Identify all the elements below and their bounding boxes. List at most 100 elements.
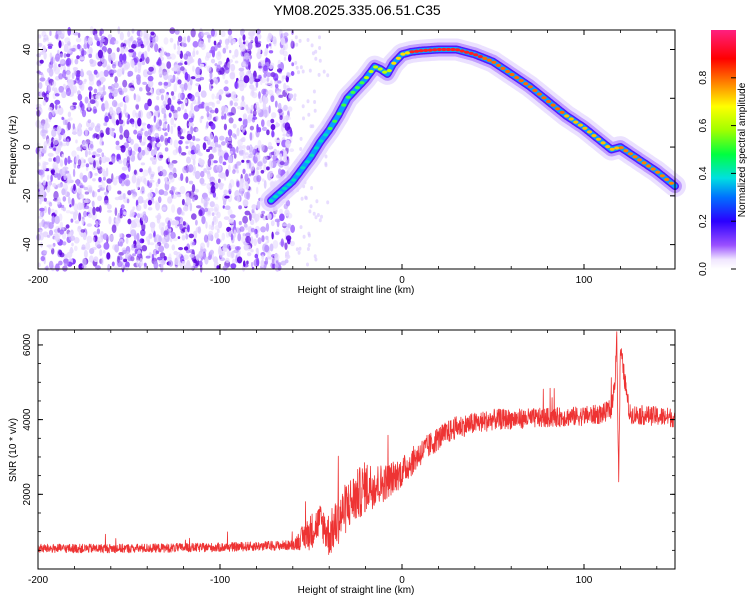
noise-cell xyxy=(277,262,282,266)
noise-cell xyxy=(89,99,96,105)
noise-cell xyxy=(283,115,288,120)
noise-cell xyxy=(189,110,192,118)
ridge-core xyxy=(596,137,602,141)
noise-cell xyxy=(314,56,318,61)
noise-cell xyxy=(111,100,118,107)
noise-cell xyxy=(241,145,246,149)
noise-cell xyxy=(130,189,134,194)
noise-cell xyxy=(230,244,236,249)
noise-cell xyxy=(84,191,90,195)
noise-cell xyxy=(39,229,43,235)
noise-cell xyxy=(275,139,281,143)
noise-cell xyxy=(97,61,103,67)
noise-cell xyxy=(247,252,252,257)
ridge-core xyxy=(377,67,383,71)
noise-cell xyxy=(99,70,105,80)
noise-cell xyxy=(131,80,135,85)
noise-cell xyxy=(221,105,226,113)
noise-cell xyxy=(77,93,83,101)
noise-cell xyxy=(108,92,113,99)
colorbar-tick-label: 0.0 xyxy=(698,262,709,276)
ridge-core xyxy=(541,96,547,100)
noise-cell xyxy=(88,86,93,91)
noise-cell xyxy=(156,118,163,127)
noise-cell xyxy=(97,165,101,169)
noise-cell xyxy=(124,179,131,187)
noise-cell xyxy=(223,189,228,195)
noise-cell xyxy=(158,245,165,253)
ridge-core xyxy=(332,119,338,123)
noise-cell xyxy=(168,174,174,179)
noise-cell xyxy=(150,136,156,142)
noise-cell xyxy=(120,66,124,72)
noise-cell xyxy=(225,257,230,264)
ridge-core xyxy=(468,51,474,56)
noise-cell xyxy=(268,43,272,47)
noise-cell xyxy=(127,218,132,225)
noise-cell xyxy=(39,90,43,98)
noise-cell xyxy=(200,170,205,178)
noise-cell xyxy=(127,30,131,38)
noise-cell xyxy=(246,107,251,114)
noise-cell xyxy=(216,164,222,172)
noise-cell xyxy=(84,149,88,158)
noise-cell xyxy=(122,249,127,255)
noise-cell xyxy=(249,213,252,221)
noise-cell xyxy=(43,145,47,154)
spectrogram-x-label: Height of straight line (km) xyxy=(298,285,415,296)
noise-cell xyxy=(229,214,236,219)
noise-cell xyxy=(256,186,259,195)
noise-cell xyxy=(251,204,257,210)
noise-cell xyxy=(251,208,255,214)
noise-cell xyxy=(214,232,219,239)
noise-cell xyxy=(167,156,171,163)
noise-cell xyxy=(201,197,204,204)
noise-cell xyxy=(298,38,302,43)
noise-cell xyxy=(264,244,270,253)
noise-cell xyxy=(88,255,94,263)
noise-cell xyxy=(301,104,305,109)
noise-cell xyxy=(103,69,109,77)
noise-cell xyxy=(194,188,199,193)
noise-cell xyxy=(254,36,258,44)
noise-cell xyxy=(276,90,281,96)
noise-cell xyxy=(205,136,210,141)
noise-cell xyxy=(270,124,276,131)
noise-cell xyxy=(167,228,172,237)
noise-cell xyxy=(80,229,86,233)
noise-cell xyxy=(169,27,176,34)
noise-cell xyxy=(53,62,58,69)
ridge-core xyxy=(514,76,520,80)
noise-cell xyxy=(299,147,303,151)
noise-cell xyxy=(209,109,215,114)
noise-cell xyxy=(266,119,272,127)
ridge-core xyxy=(486,58,492,62)
noise-cell xyxy=(69,204,72,208)
noise-cell xyxy=(259,59,264,67)
ridge-core xyxy=(614,146,620,150)
noise-cell xyxy=(101,155,107,164)
noise-cell xyxy=(103,242,110,250)
noise-cell xyxy=(212,160,218,164)
noise-cell xyxy=(122,53,127,62)
noise-cell xyxy=(67,49,71,54)
noise-cell xyxy=(230,70,235,77)
noise-cell xyxy=(54,93,60,97)
noise-cell xyxy=(218,178,221,184)
noise-cell xyxy=(54,87,58,95)
noise-cell xyxy=(125,150,130,158)
noise-cell xyxy=(57,183,63,188)
noise-cell xyxy=(150,224,155,234)
noise-cell xyxy=(196,50,199,55)
noise-cell xyxy=(130,229,137,237)
noise-cell xyxy=(140,162,146,166)
ridge-core xyxy=(400,52,406,56)
noise-cell xyxy=(162,100,166,106)
noise-cell xyxy=(55,53,60,62)
noise-cell xyxy=(165,181,171,185)
noise-cell xyxy=(76,202,83,211)
noise-cell xyxy=(266,44,269,49)
ridge-core xyxy=(445,47,451,52)
noise-cell xyxy=(242,168,246,175)
noise-cell xyxy=(156,96,160,101)
